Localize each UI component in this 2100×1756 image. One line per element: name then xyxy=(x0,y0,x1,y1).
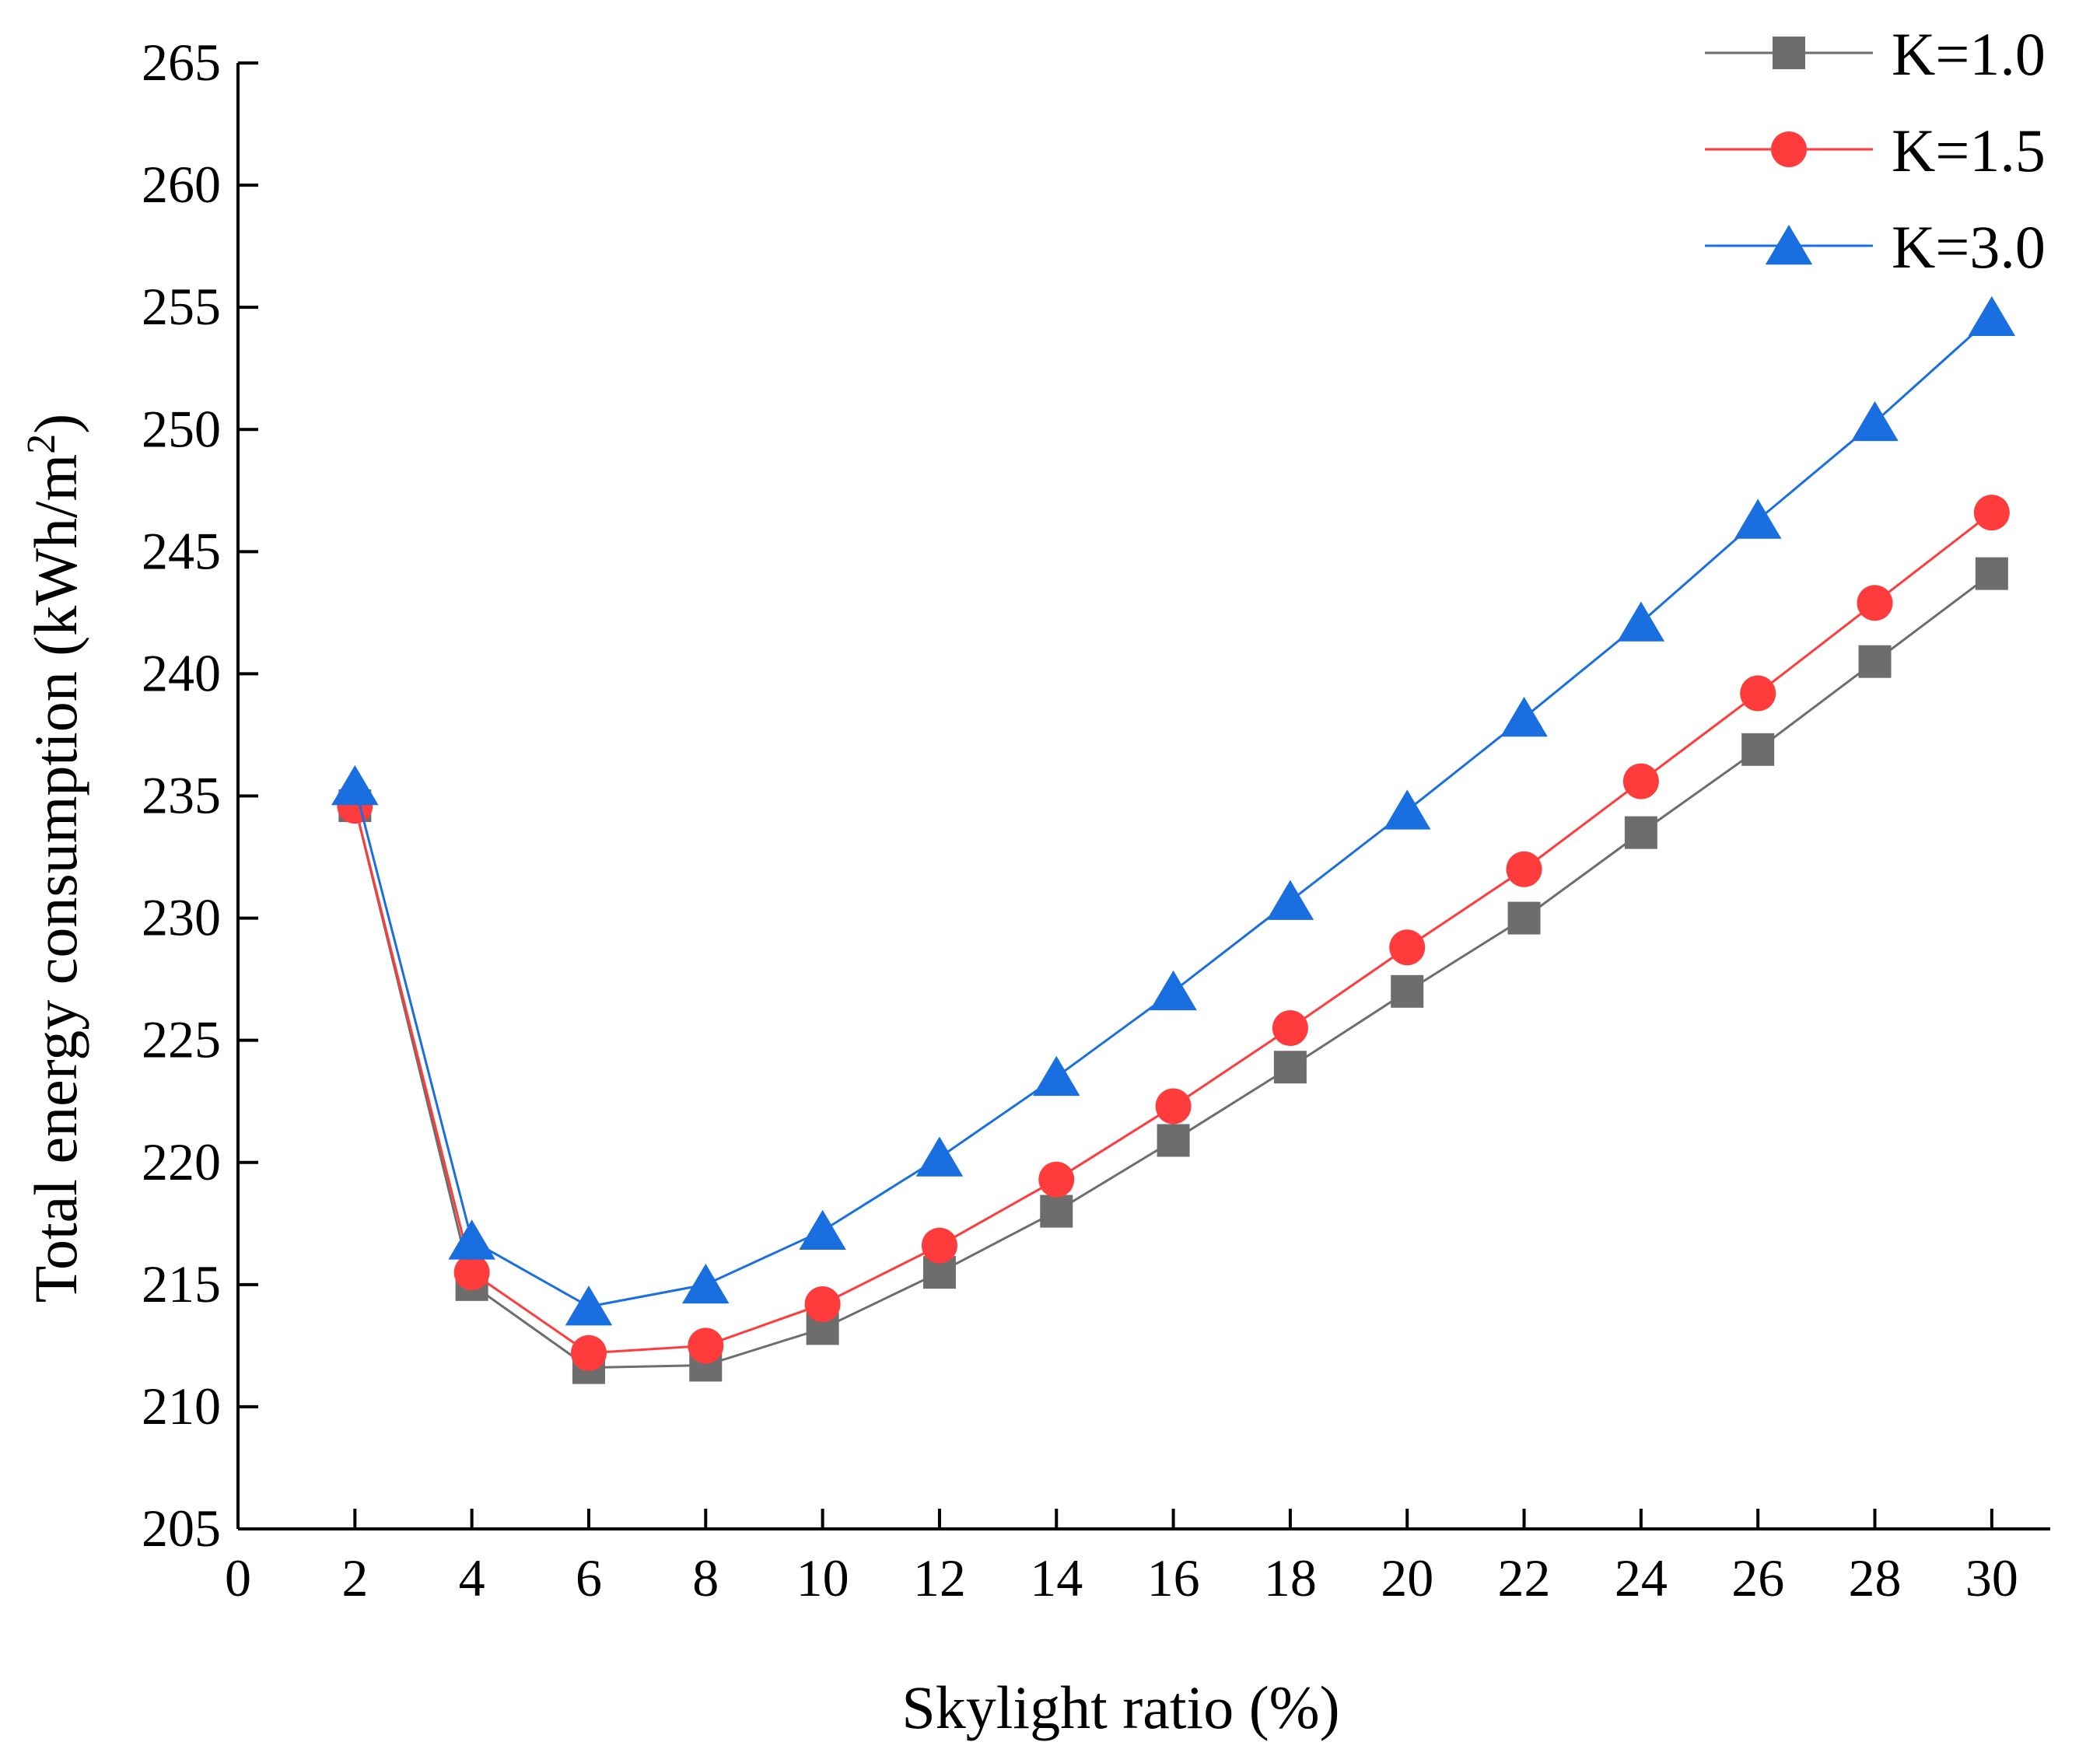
x-tick-label: 24 xyxy=(1615,1548,1668,1607)
data-point xyxy=(1624,816,1657,849)
x-tick-label: 30 xyxy=(1965,1548,2018,1607)
data-point xyxy=(1740,675,1776,712)
legend-label: K=1.0 xyxy=(1892,20,2046,88)
data-point xyxy=(1033,1055,1080,1097)
y-tick-label: 210 xyxy=(142,1376,221,1436)
data-point xyxy=(1150,970,1197,1011)
legend-label: K=3.0 xyxy=(1892,213,2046,281)
data-point xyxy=(921,1227,957,1264)
y-tick-label: 230 xyxy=(142,888,221,947)
legend: K=1.0 K=1.5 K=3.0 xyxy=(1705,20,2046,281)
data-point xyxy=(1266,880,1314,920)
data-point xyxy=(1391,974,1424,1008)
data-point xyxy=(1851,401,1899,442)
data-point xyxy=(565,1286,613,1326)
y-axis-title-end: ) xyxy=(22,414,89,434)
series-k-1-5 xyxy=(337,495,2010,1371)
y-tick-label: 245 xyxy=(142,521,221,580)
x-axis-title: Skylight ratio (%) xyxy=(901,1674,1339,1741)
y-tick-label: 225 xyxy=(142,1010,221,1069)
series-line xyxy=(353,316,1993,1308)
x-tick-label: 6 xyxy=(576,1548,602,1607)
data-point xyxy=(331,764,379,806)
data-point xyxy=(1506,851,1542,887)
x-tick-label: 28 xyxy=(1849,1548,1902,1607)
data-point xyxy=(1157,1124,1190,1157)
data-point xyxy=(1389,929,1426,966)
data-point xyxy=(804,1286,841,1322)
x-tick-label: 18 xyxy=(1264,1548,1317,1607)
y-axis-title: Total energy consumption (kWh/m2) xyxy=(19,414,89,1303)
x-tick-label: 10 xyxy=(796,1548,849,1607)
legend-item: K=3.0 xyxy=(1705,213,2046,281)
y-tick-label: 255 xyxy=(142,277,221,336)
legend-item: K=1.5 xyxy=(1705,117,2046,184)
legend-item: K=1.0 xyxy=(1705,20,2046,88)
legend-marker xyxy=(1773,37,1805,69)
data-point xyxy=(570,1334,607,1371)
data-point xyxy=(915,1136,964,1177)
legend-label: K=1.5 xyxy=(1892,117,2046,184)
data-point xyxy=(448,1219,495,1260)
data-point xyxy=(1968,296,2016,337)
x-tick-label: 14 xyxy=(1030,1548,1083,1607)
y-tick-label: 265 xyxy=(142,33,221,92)
data-point xyxy=(1273,1051,1307,1084)
x-tick-label: 12 xyxy=(913,1548,966,1607)
y-tick-label: 260 xyxy=(142,155,221,214)
x-tick-label: 16 xyxy=(1147,1548,1200,1607)
data-point xyxy=(1500,696,1548,737)
data-point xyxy=(1617,601,1665,642)
y-tick-label: 250 xyxy=(142,399,221,458)
x-tick-label: 0 xyxy=(225,1548,251,1607)
y-tick-label: 220 xyxy=(142,1132,221,1191)
x-tick-label: 26 xyxy=(1731,1548,1784,1607)
data-point xyxy=(799,1209,846,1251)
legend-marker xyxy=(1765,225,1813,265)
y-tick-label: 205 xyxy=(142,1499,221,1558)
data-point xyxy=(1383,789,1431,830)
data-point xyxy=(688,1327,724,1364)
series-k-3-0 xyxy=(331,296,2016,1326)
data-point xyxy=(1155,1088,1192,1125)
x-tick-label: 22 xyxy=(1498,1548,1551,1607)
y-axis-title-superscript: 2 xyxy=(19,434,64,454)
data-point xyxy=(1507,901,1541,935)
y-tick-label: 215 xyxy=(142,1254,221,1314)
data-point xyxy=(1973,495,2010,531)
data-point xyxy=(1857,585,1893,621)
series-k-1-0 xyxy=(338,557,2008,1384)
x-tick-label: 20 xyxy=(1381,1548,1433,1607)
data-point xyxy=(1975,557,2008,590)
data-point xyxy=(1272,1009,1308,1046)
x-tick-label: 2 xyxy=(341,1548,368,1607)
y-tick-label: 235 xyxy=(142,766,221,825)
data-point xyxy=(1622,763,1659,799)
data-point xyxy=(1040,1195,1073,1228)
data-point xyxy=(453,1254,490,1291)
y-tick-label: 240 xyxy=(142,643,221,702)
data-point xyxy=(1858,645,1892,678)
data-point xyxy=(682,1263,730,1304)
data-point xyxy=(1741,733,1775,766)
series-line xyxy=(353,511,1993,1355)
legend-marker xyxy=(1771,131,1807,167)
y-axis-title-main: Total energy consumption (kWh/m xyxy=(22,454,89,1303)
x-tick-label: 4 xyxy=(459,1548,485,1607)
data-point xyxy=(1038,1161,1075,1198)
data-point xyxy=(1734,498,1782,539)
series-layer xyxy=(331,296,2016,1384)
axes: 0 2 4 6 8 10 12 14 16 18 20 22 24 26 28 302052102152202… xyxy=(19,33,2050,1741)
x-tick-label: 8 xyxy=(692,1548,719,1607)
